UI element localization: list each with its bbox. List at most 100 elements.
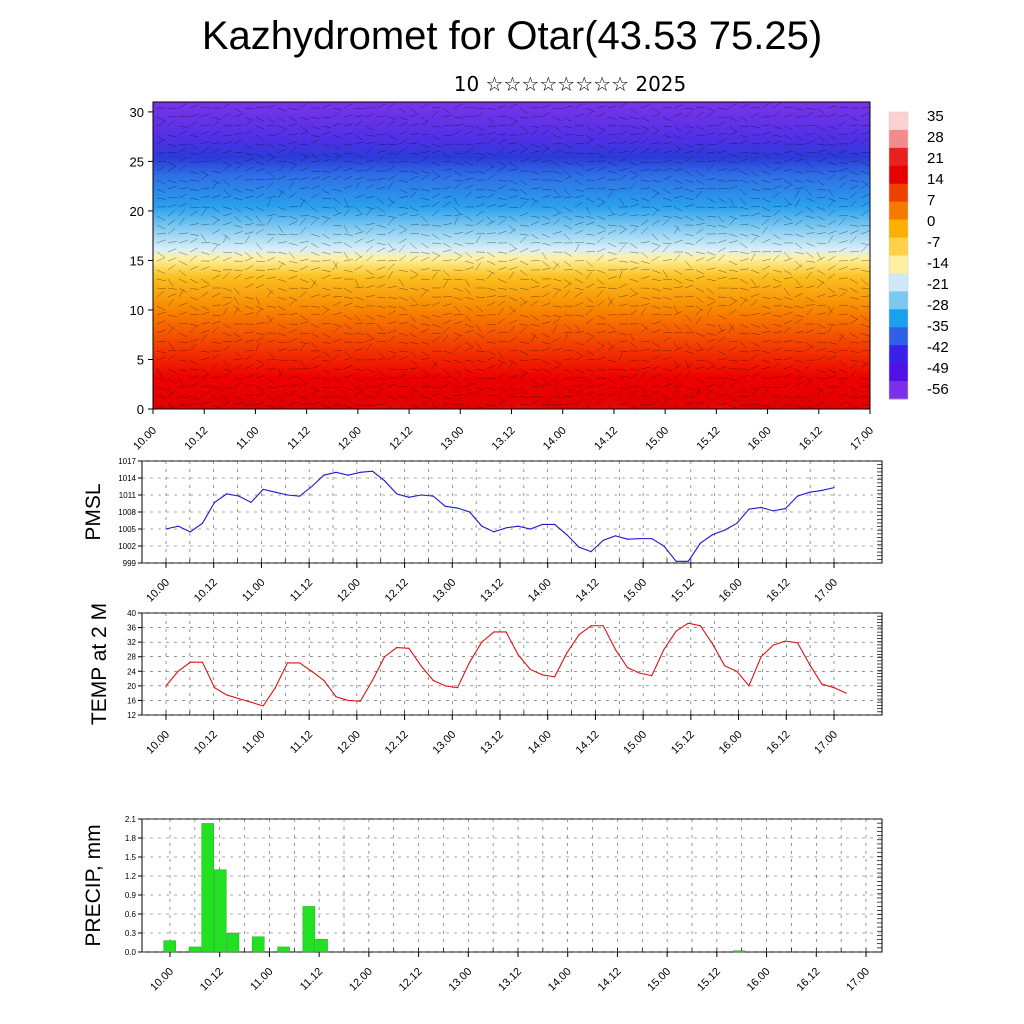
wind-barb bbox=[530, 368, 540, 372]
y-tick-label: 25 bbox=[130, 154, 144, 169]
y-tick-label: 0 bbox=[137, 402, 144, 417]
wind-barb bbox=[321, 395, 331, 399]
wind-barb bbox=[618, 174, 627, 181]
wind-barb bbox=[266, 237, 275, 244]
wind-barb bbox=[299, 314, 308, 321]
wind-barb bbox=[761, 102, 770, 109]
wind-barb bbox=[640, 296, 650, 300]
wind-barb bbox=[464, 242, 475, 245]
wind-barb bbox=[717, 138, 726, 145]
wind-barb bbox=[563, 233, 571, 241]
wind-barb bbox=[816, 107, 825, 114]
wind-barb bbox=[354, 347, 364, 352]
wind-barb bbox=[453, 206, 461, 214]
wind-barb bbox=[244, 215, 253, 222]
wind-barb bbox=[354, 213, 364, 217]
x-tick-label: 15.00 bbox=[643, 425, 671, 453]
wind-barb bbox=[310, 215, 320, 219]
series-point bbox=[590, 551, 592, 553]
wind-barb bbox=[783, 197, 791, 205]
wind-barb bbox=[420, 375, 430, 379]
y-tick-label: 1.5 bbox=[125, 853, 137, 862]
wind-barb bbox=[640, 303, 650, 307]
wind-barb bbox=[277, 190, 284, 199]
wind-barb bbox=[684, 278, 694, 282]
wind-barb bbox=[453, 103, 463, 109]
wind-barb bbox=[827, 113, 837, 118]
wind-barb bbox=[189, 266, 199, 271]
wind-barb bbox=[321, 287, 331, 291]
wind-barb bbox=[849, 170, 859, 176]
wind-barb bbox=[530, 187, 540, 190]
wind-barb bbox=[409, 214, 419, 217]
wind-barb bbox=[255, 332, 265, 336]
wind-barb bbox=[365, 222, 375, 226]
wind-barb bbox=[783, 327, 792, 334]
wind-barb bbox=[695, 275, 705, 280]
wind-barb bbox=[321, 377, 331, 382]
precip-bar bbox=[214, 869, 227, 953]
series-point bbox=[226, 493, 228, 495]
wind-barb bbox=[849, 179, 859, 182]
wind-barb bbox=[376, 115, 386, 118]
wind-barb bbox=[519, 148, 528, 154]
wind-barb bbox=[651, 389, 659, 397]
wind-barb bbox=[849, 224, 859, 227]
wind-barb bbox=[332, 323, 342, 327]
wind-barb bbox=[266, 217, 272, 226]
wind-barb bbox=[508, 395, 518, 398]
wind-barb bbox=[431, 301, 441, 307]
wind-barb bbox=[750, 251, 761, 253]
wind-barb bbox=[354, 152, 363, 159]
wind-barb bbox=[310, 185, 320, 190]
series-point bbox=[760, 506, 762, 509]
wind-barb bbox=[420, 156, 429, 163]
wind-barb bbox=[442, 168, 452, 172]
wind-barb bbox=[651, 386, 662, 388]
wind-barb bbox=[233, 151, 244, 154]
wind-barb bbox=[563, 188, 571, 196]
wind-barb bbox=[354, 120, 363, 127]
wind-barb bbox=[805, 111, 814, 118]
wind-barb bbox=[695, 106, 705, 109]
wind-barb bbox=[794, 170, 804, 174]
wind-barb bbox=[717, 254, 725, 262]
wind-barb bbox=[486, 161, 495, 168]
wind-barb bbox=[156, 291, 164, 298]
colorbar-label: 14 bbox=[927, 171, 944, 188]
wind-barb bbox=[530, 349, 541, 352]
wind-barb bbox=[409, 161, 420, 163]
wind-barb bbox=[255, 375, 265, 379]
series-point bbox=[384, 480, 386, 482]
wind-barb bbox=[420, 328, 429, 334]
wind-barb bbox=[365, 206, 375, 210]
wind-barb bbox=[519, 395, 529, 398]
wind-barb bbox=[739, 104, 749, 109]
wind-barb bbox=[486, 260, 496, 265]
wind-barb bbox=[717, 132, 727, 136]
wind-barb bbox=[849, 250, 860, 253]
wind-barb bbox=[178, 302, 188, 307]
wind-barb bbox=[761, 197, 771, 203]
wind-barb bbox=[464, 116, 475, 118]
wind-barb bbox=[343, 374, 353, 379]
wind-barb bbox=[684, 268, 694, 271]
wind-barb bbox=[772, 185, 782, 190]
wind-barb bbox=[717, 156, 726, 163]
colorbar-label: -49 bbox=[927, 360, 949, 377]
wind-barb bbox=[464, 391, 474, 397]
wind-barb bbox=[420, 395, 430, 399]
wind-barb bbox=[288, 337, 298, 343]
colorbar-label: -7 bbox=[927, 234, 940, 251]
wind-barb bbox=[772, 254, 780, 262]
colorbar-swatch bbox=[889, 309, 908, 328]
wind-barb bbox=[310, 134, 320, 138]
wind-barb bbox=[530, 332, 539, 339]
wind-barb bbox=[464, 359, 474, 363]
wind-barb bbox=[805, 361, 812, 370]
wind-barb bbox=[398, 147, 407, 154]
wind-barb bbox=[684, 197, 694, 201]
x-tick-label: 15.00 bbox=[645, 966, 673, 994]
wind-barb bbox=[398, 356, 408, 361]
